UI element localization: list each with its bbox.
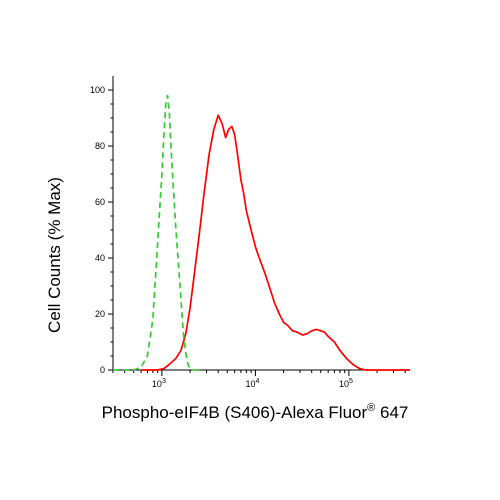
x-axis: 103 104 105 (112, 370, 406, 389)
x-tick-label-exponent: 5 (349, 378, 353, 385)
plot-area (112, 76, 410, 371)
series-layer (113, 94, 410, 371)
x-tick-label-exponent: 3 (162, 378, 166, 385)
x-tick-label: 103 (152, 378, 166, 389)
series-line-2 (113, 94, 200, 371)
x-tick-label-base: 10 (245, 379, 255, 389)
x-tick-label: 104 (245, 378, 259, 389)
y-axis: 0 20 40 60 80 100 (90, 85, 113, 375)
y-tick-label: 0 (100, 365, 105, 375)
y-tick-label: 60 (95, 197, 105, 207)
x-tick-label-base: 10 (339, 379, 349, 389)
y-tick-label: 40 (95, 253, 105, 263)
y-tick-label: 20 (95, 309, 105, 319)
series-line-1 (141, 114, 410, 371)
x-tick-label: 105 (339, 378, 353, 389)
x-axis-title-main: Phospho-eIF4B (S406)-Alexa Fluor (102, 403, 368, 422)
y-axis-title: Cell Counts (% Max) (45, 177, 64, 333)
x-axis-title-suffix: 647 (375, 403, 408, 422)
x-axis-title-superscript: ® (367, 402, 375, 414)
y-tick-label: 100 (90, 85, 105, 95)
x-tick-label-exponent: 4 (255, 378, 259, 385)
y-tick-label: 80 (95, 141, 105, 151)
x-tick-label-base: 10 (152, 379, 162, 389)
x-axis-title: Phospho-eIF4B (S406)-Alexa Fluor® 647 (102, 402, 409, 422)
